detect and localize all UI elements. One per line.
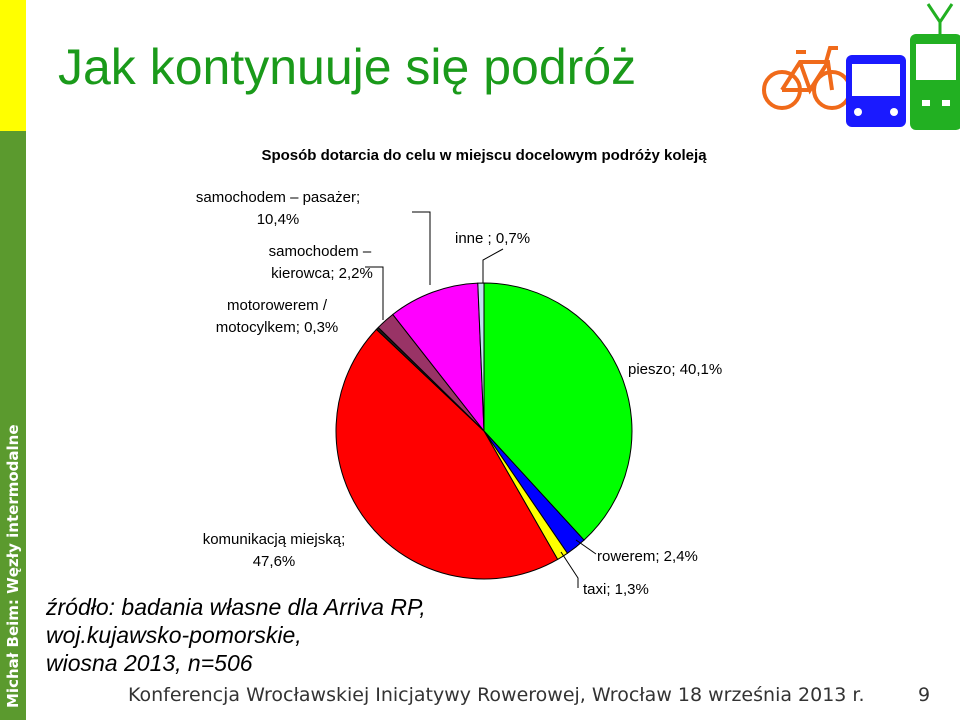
source-line-1: źródło: badania własne dla Arriva RP, [46, 594, 426, 620]
slice-label-line: komunikacją miejską; [203, 531, 346, 548]
chart-title: Sposób dotarcia do celu w miejscu docelo… [261, 147, 707, 164]
slice-label: rowerem; 2,4% [597, 548, 698, 565]
leader-line [365, 266, 384, 320]
page-number: 9 [918, 684, 931, 706]
vehicles-illustration [762, 3, 960, 130]
source-note: źródło: badania własne dla Arriva RP, wo… [46, 593, 426, 677]
slice-label-line: inne ; 0,7% [455, 230, 530, 247]
slice-label-line: 10,4% [257, 211, 300, 228]
leader-lines [365, 211, 597, 588]
slice-label-line: rowerem; 2,4% [597, 548, 698, 565]
bus-icon [846, 55, 906, 127]
slice-label: komunikacją miejską; 47,6% [203, 531, 346, 570]
slice-label-line: taxi; 1,3% [583, 581, 649, 598]
footer-text: Konferencja Wrocławskiej Inicjatywy Rowe… [128, 684, 865, 706]
leader-line [575, 539, 597, 555]
pie-slice [392, 282, 485, 433]
pie-slice [477, 282, 485, 432]
source-line-3: wiosna 2013, n=506 [46, 650, 253, 676]
slice-label-line: pieszo; 40,1% [628, 361, 722, 378]
source-line-2: woj.kujawsko-pomorskie, [46, 622, 302, 648]
leader-line [560, 551, 579, 588]
slice-labels: pieszo; 40,1% rowerem; 2,4% taxi; 1,3% komu… [196, 189, 722, 598]
sidebar-top-accent [0, 0, 26, 131]
slide-title: Jak kontynuuje się podróż [58, 39, 637, 95]
leader-line [412, 211, 431, 285]
slice-label-line: samochodem – [269, 243, 376, 260]
slice-label: inne ; 0,7% [455, 230, 530, 247]
slice-label-line: motorowerem / [227, 297, 328, 314]
slice-label: pieszo; 40,1% [628, 361, 722, 378]
tram-icon [910, 3, 960, 130]
leader-line [482, 248, 504, 283]
slice-label-line: samochodem – pasażer; [196, 189, 360, 206]
pie-slice [483, 282, 633, 541]
slice-label: taxi; 1,3% [583, 581, 649, 598]
slice-label-line: kierowca; 2,2% [271, 265, 373, 282]
pie-slices [335, 282, 633, 580]
bicycle-icon [762, 46, 852, 110]
pie-slice [335, 328, 559, 580]
slice-label-line: motocylkem; 0,3% [216, 319, 339, 336]
slice-label-line: 47,6% [253, 553, 296, 570]
slice-label: motorowerem / motocylkem; 0,3% [216, 297, 339, 336]
sidebar-band: Michał Beim: Węzły intermodalne [0, 0, 26, 720]
slice-label: samochodem – kierowca; 2,2% [269, 243, 376, 282]
slice-label: samochodem – pasażer; 10,4% [196, 189, 360, 228]
